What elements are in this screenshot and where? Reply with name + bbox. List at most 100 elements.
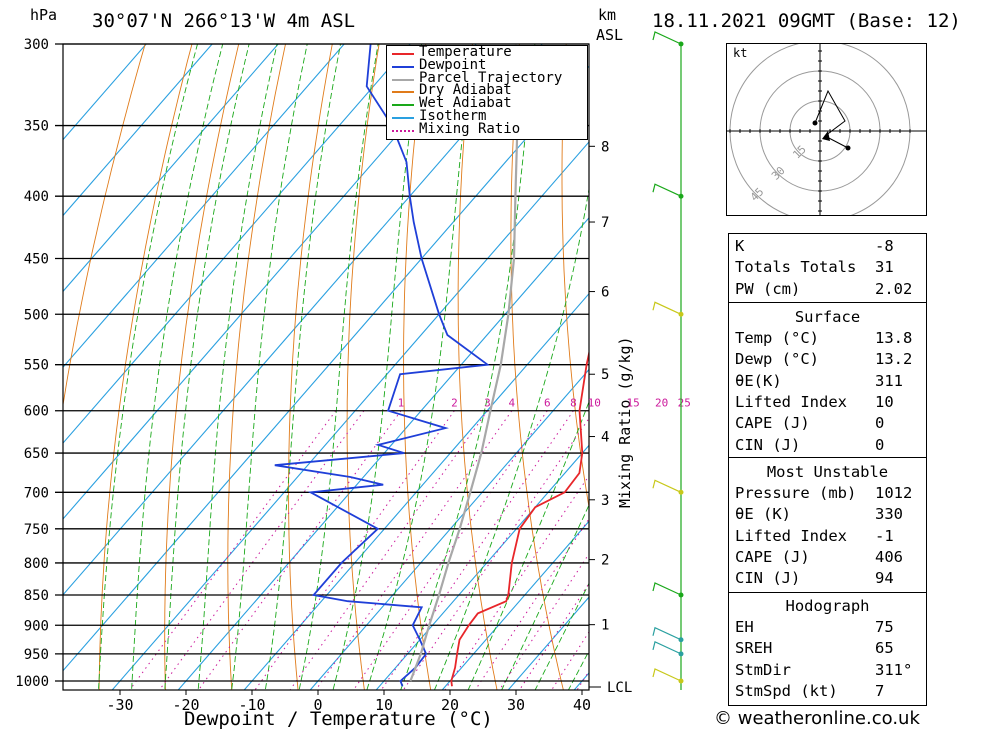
indices-table: K -8 Totals Totals 31 PW (cm) 2.02 — [728, 233, 927, 304]
copyright-credit: © weatheronline.co.uk — [714, 708, 920, 729]
mixing-ratio-tick-label: 2 — [451, 397, 458, 410]
row-key: Lifted Index — [735, 526, 847, 545]
wet-adiabat-line — [400, 44, 536, 690]
isotherm-line — [63, 44, 213, 217]
km-tick-label: 2 — [601, 553, 609, 569]
lcl-label: LCL — [607, 680, 632, 696]
legend-swatch — [392, 65, 414, 68]
row-key: Temp (°C) — [735, 329, 819, 347]
row-key: EH — [735, 618, 754, 636]
temperature-line — [450, 349, 589, 687]
table-row: SREH 65 — [735, 638, 920, 659]
table-row: EH 75 — [735, 617, 920, 638]
isotherm-line — [111, 141, 589, 690]
table-row: θE (K) 330 — [735, 504, 920, 525]
isotherm-line — [63, 44, 279, 293]
row-value: 7 — [875, 681, 885, 700]
isotherm-line — [507, 596, 589, 690]
row-value: 311° — [875, 660, 913, 679]
wet-adiabat-line — [332, 44, 423, 690]
x-tick-label: -10 — [238, 696, 265, 714]
legend-entry: Mixing Ratio — [387, 120, 587, 137]
hodograph-unit: kt — [733, 46, 748, 60]
dry-adiabat-line — [561, 44, 589, 510]
row-value: 1012 — [875, 484, 913, 502]
mixing-ratio-line — [402, 417, 589, 690]
mixing-ratio-tick-label: 20 — [655, 397, 668, 410]
row-value: 10 — [875, 392, 894, 411]
wind-barb — [652, 479, 682, 493]
pressure-tick-label: 600 — [24, 404, 49, 420]
x-tick-label: -20 — [172, 696, 199, 714]
legend-label: Isotherm — [419, 108, 487, 124]
most-unstable-title: Most Unstable — [766, 463, 889, 481]
isotherm-line — [177, 216, 589, 690]
hodograph-panel: 15 30 45 kt — [726, 43, 927, 216]
pressure-tick-label: 750 — [24, 522, 49, 538]
wind-barb — [652, 582, 682, 596]
mixing-ratio-line — [551, 631, 589, 690]
pressure-tick-label: 500 — [24, 307, 49, 323]
dry-adiabat-line — [63, 44, 146, 408]
wet-adiabat-line — [433, 186, 589, 690]
row-value: 65 — [875, 639, 894, 658]
row-key: Dewp (°C) — [735, 350, 819, 369]
table-row: Lifted Index -1 — [735, 526, 920, 547]
row-key: StmSpd (kt) — [735, 681, 838, 700]
km-tick-label: 8 — [601, 139, 609, 155]
legend-label: Mixing Ratio — [419, 120, 521, 137]
legend-label: Dry Adiabat — [419, 82, 512, 99]
location-title: 30°07'N 266°13'W 4m ASL — [92, 10, 356, 32]
hodograph-ring-label: 15 — [790, 143, 809, 162]
wind-barb — [652, 626, 682, 641]
row-key: CAPE (J) — [735, 414, 810, 433]
wet-adiabat-line — [131, 44, 224, 690]
plot-frame — [62, 43, 590, 691]
table-row: Temp (°C) 13.8 — [735, 328, 920, 349]
dry-adiabat-line — [288, 44, 333, 690]
row-key: CAPE (J) — [735, 547, 810, 566]
wet-adiabat-line — [501, 504, 589, 690]
dewpoint-line — [274, 44, 490, 687]
dry-adiabat-line — [164, 44, 240, 690]
table-row: CIN (J) 0 — [735, 435, 920, 456]
legend-entry: Dry Adiabat — [387, 82, 587, 99]
pressure-tick-label: 650 — [24, 446, 49, 462]
row-value: 13.2 — [875, 350, 913, 369]
row-value: 0 — [875, 435, 885, 454]
wet-adiabat-line — [164, 44, 250, 690]
wind-barb — [652, 641, 682, 655]
row-value: 311 — [875, 371, 903, 390]
pressure-tick-label: 450 — [24, 252, 49, 268]
row-key: CIN (J) — [735, 435, 801, 454]
table-row: PW (cm) 2.02 — [735, 279, 920, 300]
x-axis-title: Dewpoint / Temperature (°C) — [184, 708, 493, 730]
legend-swatch — [392, 78, 414, 81]
mixing-ratio-line — [289, 410, 488, 690]
wind-barb — [652, 31, 682, 45]
mixing-ratio-tick-label: 8 — [570, 397, 577, 410]
row-value: -8 — [875, 237, 894, 255]
wet-adiabat-line — [197, 44, 278, 690]
parcel-trajectory-line — [409, 44, 519, 682]
pressure-tick-label: 1000 — [15, 674, 49, 690]
legend-entry: Isotherm — [387, 108, 587, 124]
legend-swatch — [392, 53, 414, 55]
legend-swatch — [392, 129, 414, 132]
mixing-ratio-tick-label: 6 — [544, 397, 551, 410]
mixing-ratio-tick-label: 15 — [627, 397, 640, 410]
pressure-tick-label: 550 — [24, 358, 49, 374]
table-row: StmDir 311° — [735, 660, 920, 681]
mixing-ratio-line — [380, 410, 574, 690]
x-tick-label: 0 — [313, 696, 322, 714]
row-key: StmDir — [735, 660, 791, 679]
wind-barb — [652, 183, 682, 197]
mixing-ratio-tick-label: 1 — [398, 397, 405, 410]
row-value: 330 — [875, 505, 903, 524]
table-row: StmSpd (kt) 7 — [735, 681, 920, 702]
row-key: Totals Totals — [735, 258, 857, 277]
km-tick-label: 3 — [601, 493, 609, 509]
x-tick-label: 10 — [375, 696, 393, 714]
mixing-ratio-line — [315, 410, 513, 690]
hodograph-point — [845, 145, 851, 151]
